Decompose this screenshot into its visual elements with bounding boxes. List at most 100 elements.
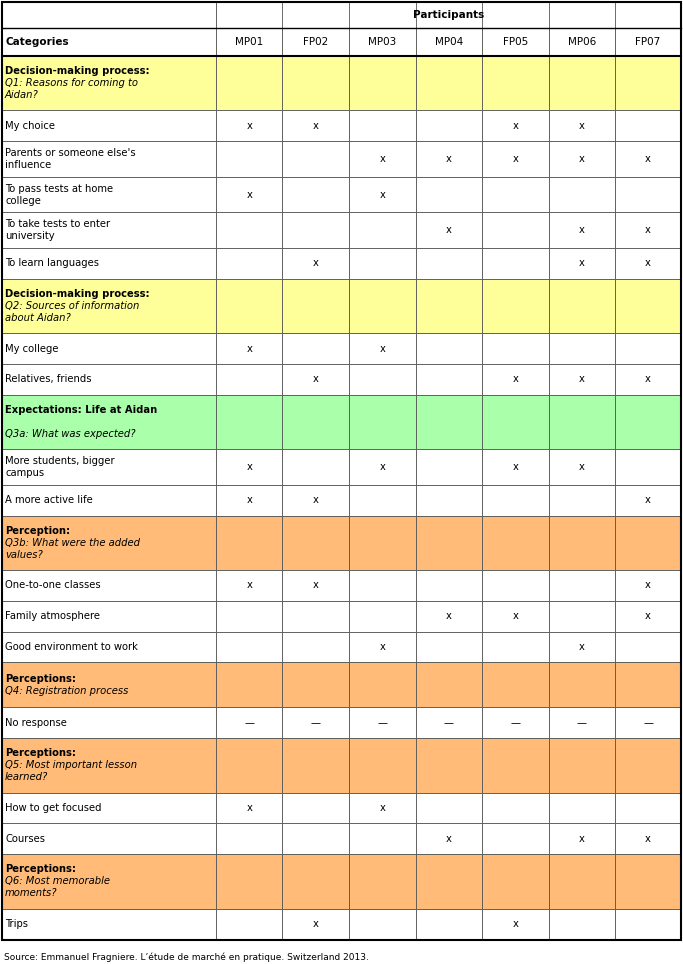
Bar bbox=[415, 485, 482, 516]
Text: x: x bbox=[246, 803, 252, 813]
Text: —: — bbox=[377, 718, 387, 728]
Text: x: x bbox=[512, 919, 518, 929]
Bar bbox=[615, 142, 681, 176]
Text: x: x bbox=[313, 580, 319, 590]
Bar bbox=[283, 28, 349, 56]
Bar bbox=[2, 28, 216, 56]
Text: —: — bbox=[643, 718, 653, 728]
Bar bbox=[548, 570, 615, 601]
Bar bbox=[349, 56, 415, 111]
Text: x: x bbox=[512, 611, 518, 621]
Bar bbox=[548, 662, 615, 708]
Text: More students, bigger: More students, bigger bbox=[5, 456, 115, 466]
Bar bbox=[2, 394, 216, 449]
Bar bbox=[415, 631, 482, 662]
Bar bbox=[2, 823, 216, 854]
Bar bbox=[283, 449, 349, 485]
Bar bbox=[615, 485, 681, 516]
Bar bbox=[482, 601, 548, 631]
Bar bbox=[615, 792, 681, 823]
Bar bbox=[482, 662, 548, 708]
Bar bbox=[216, 708, 283, 738]
Text: x: x bbox=[645, 374, 651, 385]
Bar bbox=[283, 792, 349, 823]
Text: MP01: MP01 bbox=[235, 37, 263, 47]
Text: x: x bbox=[446, 834, 451, 844]
Text: learned?: learned? bbox=[5, 772, 48, 783]
Text: x: x bbox=[379, 462, 385, 472]
Bar bbox=[349, 111, 415, 142]
Bar bbox=[615, 601, 681, 631]
Bar bbox=[482, 334, 548, 364]
Bar bbox=[482, 708, 548, 738]
Bar bbox=[415, 334, 482, 364]
Bar bbox=[615, 28, 681, 56]
Text: campus: campus bbox=[5, 468, 44, 478]
Text: x: x bbox=[246, 495, 252, 505]
Bar bbox=[482, 516, 548, 570]
Text: To learn languages: To learn languages bbox=[5, 258, 99, 268]
Bar bbox=[615, 631, 681, 662]
Bar bbox=[548, 449, 615, 485]
Bar bbox=[548, 279, 615, 334]
Text: Participants: Participants bbox=[413, 10, 484, 20]
Bar bbox=[349, 909, 415, 940]
Text: Q1: Reasons for coming to: Q1: Reasons for coming to bbox=[5, 78, 138, 89]
Bar bbox=[216, 570, 283, 601]
Bar bbox=[548, 485, 615, 516]
Text: How to get focused: How to get focused bbox=[5, 803, 102, 813]
Bar bbox=[615, 56, 681, 111]
Bar bbox=[482, 279, 548, 334]
Bar bbox=[482, 212, 548, 248]
Bar bbox=[283, 601, 349, 631]
Bar bbox=[216, 854, 283, 909]
Text: college: college bbox=[5, 196, 41, 205]
Text: x: x bbox=[645, 226, 651, 235]
Text: x: x bbox=[379, 343, 385, 354]
Text: x: x bbox=[246, 580, 252, 590]
Bar bbox=[482, 909, 548, 940]
Bar bbox=[615, 449, 681, 485]
Text: —: — bbox=[311, 718, 321, 728]
Text: moments?: moments? bbox=[5, 889, 57, 898]
Bar bbox=[216, 334, 283, 364]
Bar bbox=[615, 708, 681, 738]
Bar bbox=[283, 111, 349, 142]
Bar bbox=[615, 248, 681, 279]
Bar bbox=[349, 485, 415, 516]
Bar bbox=[349, 854, 415, 909]
Bar bbox=[548, 176, 615, 212]
Bar bbox=[415, 142, 482, 176]
Bar bbox=[548, 823, 615, 854]
Bar bbox=[548, 334, 615, 364]
Text: x: x bbox=[313, 374, 319, 385]
Bar bbox=[349, 28, 415, 56]
Bar bbox=[2, 212, 216, 248]
Bar bbox=[349, 738, 415, 792]
Text: Q2: Sources of information: Q2: Sources of information bbox=[5, 301, 139, 311]
Text: x: x bbox=[579, 374, 585, 385]
Text: influence: influence bbox=[5, 160, 51, 170]
Bar bbox=[415, 28, 482, 56]
Bar bbox=[2, 854, 216, 909]
Bar bbox=[2, 449, 216, 485]
Bar bbox=[615, 212, 681, 248]
Bar bbox=[283, 909, 349, 940]
Text: x: x bbox=[446, 226, 451, 235]
Text: x: x bbox=[512, 120, 518, 131]
Text: x: x bbox=[246, 343, 252, 354]
Bar bbox=[415, 792, 482, 823]
Bar bbox=[482, 394, 548, 449]
Text: MP03: MP03 bbox=[368, 37, 396, 47]
Bar bbox=[548, 792, 615, 823]
Text: x: x bbox=[246, 190, 252, 200]
Text: Decision-making process:: Decision-making process: bbox=[5, 67, 150, 76]
Bar bbox=[349, 570, 415, 601]
Bar bbox=[615, 854, 681, 909]
Bar bbox=[216, 738, 283, 792]
Text: Expectations: Life at Aidan: Expectations: Life at Aidan bbox=[5, 405, 157, 415]
Bar bbox=[216, 248, 283, 279]
Text: My college: My college bbox=[5, 343, 59, 354]
Bar bbox=[2, 570, 216, 601]
Bar bbox=[2, 792, 216, 823]
